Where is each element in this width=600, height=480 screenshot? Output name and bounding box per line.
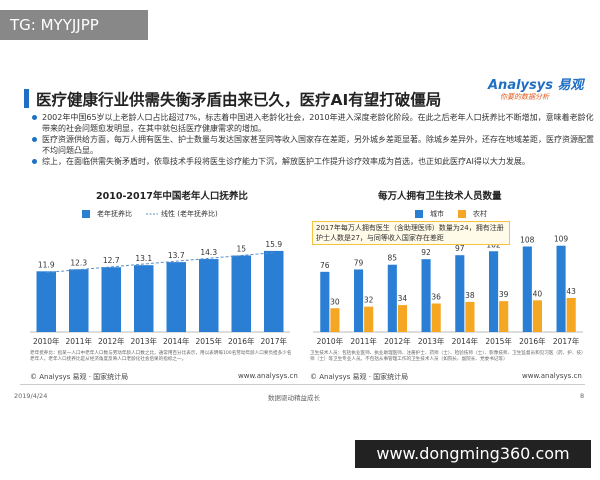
data-label: 32 [364, 296, 374, 305]
footer-date: 2019/4/24 [14, 392, 48, 400]
footer-slogan: 数据驱动精益成长 [268, 394, 320, 402]
bar [264, 250, 284, 332]
bullet: 综上，在面临供需失衡矛盾时，依靠技术手段将医生诊疗能力下沉，解放医护工作提升诊疗… [32, 156, 597, 167]
bar [364, 306, 374, 332]
bar [421, 259, 431, 332]
x-tick-label: 2010年 [317, 336, 344, 346]
source-url: www.analysys.cn [238, 372, 298, 380]
x-tick-label: 2012年 [384, 336, 411, 346]
bar [69, 269, 89, 332]
bullet: 医疗资源供给方面，每万人拥有医生、护士数量与发达国家甚至同等收入国家存在差距，另… [32, 134, 597, 156]
bar [134, 265, 154, 332]
data-label: 40 [533, 289, 543, 298]
chart-title: 2010-2017年中国老年人口抚养比 [96, 191, 248, 202]
bar [499, 301, 509, 332]
site-watermark: www.dongming360.com [355, 440, 591, 468]
bullet-list: 2002年中国65岁以上老龄人口占比超过7%，标志着中国进入老龄化社会，2010… [30, 112, 597, 167]
legend-label: 农村 [473, 209, 487, 218]
bar [101, 267, 121, 332]
data-label: 13.1 [135, 254, 152, 263]
source-url: www.analysys.cn [522, 372, 582, 380]
watermark: TG: MYYJJPP [0, 10, 148, 40]
chart-note: 卫生技术人员：包括执业医师、执业助理医师、注册护士、药师（士）、检验技师（士）、… [310, 351, 584, 362]
bar [431, 303, 441, 332]
trend-line [46, 252, 274, 274]
bar [522, 246, 532, 332]
data-label: 92 [421, 248, 431, 257]
bar [397, 305, 407, 332]
x-tick-label: 2010年 [33, 336, 60, 346]
annotation: 2017年每万人拥有医生（含助理医师）数量为24，拥有注册护士人数是27，与同等… [312, 221, 510, 245]
x-tick-label: 2017年 [553, 336, 580, 346]
x-tick-label: 2011年 [350, 336, 377, 346]
data-label: 79 [354, 258, 364, 267]
data-label: 13.7 [168, 251, 185, 260]
bar [166, 262, 186, 332]
legend-label: 线性 (老年抚养比) [161, 209, 218, 218]
data-label: 108 [520, 236, 535, 245]
footer-rule [20, 384, 585, 385]
x-tick-label: 2011年 [65, 336, 92, 346]
legend-swatch [458, 210, 466, 218]
legend-label: 城市 [430, 209, 444, 218]
data-label: 34 [398, 294, 408, 303]
bar [354, 269, 364, 332]
x-tick-label: 2014年 [163, 336, 190, 346]
chart-note: 老年抚养比：指某一人口中老年人口数与劳动年龄人口数之比，通常用百分比表示，用以表… [30, 351, 292, 362]
x-tick-label: 2014年 [452, 336, 479, 346]
tagline: 你要的数据分析 [500, 93, 549, 101]
x-tick-label: 2013年 [130, 336, 157, 346]
bar [199, 259, 219, 332]
data-label: 76 [320, 261, 330, 270]
bar [489, 251, 499, 332]
data-label: 12.3 [70, 258, 87, 267]
data-label: 97 [455, 244, 465, 253]
data-label: 85 [388, 254, 398, 263]
data-label: 11.9 [38, 260, 55, 269]
source: © Analysys 易观 · 国家统计局 [30, 373, 129, 381]
data-label: 12.7 [103, 256, 120, 265]
x-tick-label: 2013年 [418, 336, 445, 346]
bar [455, 255, 465, 332]
x-tick-label: 2017年 [260, 336, 287, 346]
source: © Analysys 易观 · 国家统计局 [310, 373, 409, 381]
bar [330, 308, 340, 332]
chart: 2010年 2011年 2012年 2013年 2014年 2015年 2016年 2017年… [30, 209, 290, 346]
bar [566, 297, 576, 332]
slide-title: 医疗健康行业供需失衡矛盾由来已久，医疗AI有望打破僵局 [36, 91, 442, 109]
bullet: 2002年中国65岁以上老龄人口占比超过7%，标志着中国进入老龄化社会，2010… [32, 112, 597, 134]
bar [36, 271, 56, 332]
x-tick-label: 2016年 [228, 336, 255, 346]
bar [320, 271, 330, 332]
data-label: 36 [431, 293, 441, 302]
bar [465, 301, 475, 332]
data-label: 30 [330, 297, 340, 306]
chart-title: 每万人拥有卫生技术人员数量 [378, 191, 502, 202]
data-label: 39 [499, 290, 509, 299]
data-label: 15 [236, 245, 246, 254]
data-label: 38 [465, 291, 475, 300]
x-tick-label: 2015年 [195, 336, 222, 346]
data-label: 15.9 [265, 240, 282, 249]
legend-label: 老年抚养比 [97, 209, 132, 218]
x-tick-label: 2016年 [519, 336, 546, 346]
bar [556, 245, 566, 332]
bar [387, 264, 397, 332]
legend-swatch [82, 210, 90, 218]
data-label: 43 [566, 287, 576, 296]
data-label: 14.3 [200, 248, 217, 257]
legend-swatch [415, 210, 423, 218]
logo: Analysys 易观 [488, 78, 584, 93]
title-bar [24, 89, 29, 108]
page-number: 8 [580, 392, 585, 400]
x-tick-label: 2015年 [485, 336, 512, 346]
bar [231, 255, 251, 332]
data-label: 109 [554, 235, 569, 244]
x-tick-label: 2012年 [98, 336, 125, 346]
bar [532, 300, 542, 332]
